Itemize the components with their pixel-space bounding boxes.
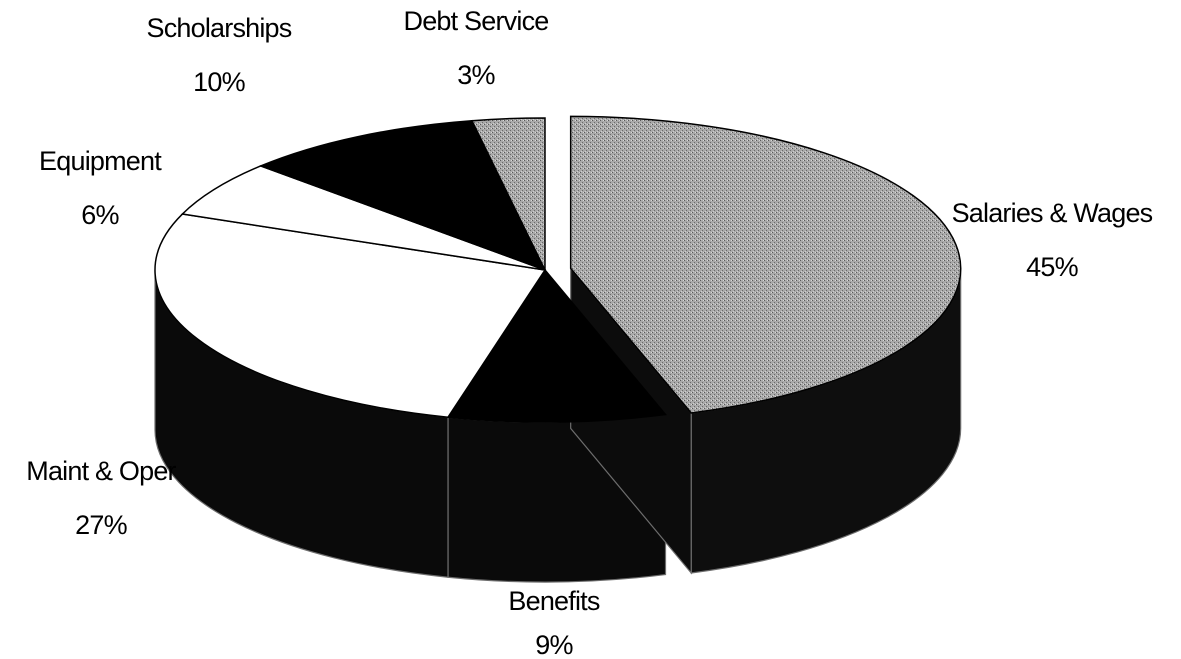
slice-label-scholarships: Scholarships 10%: [147, 13, 293, 97]
slice-label-equipment: Equipment 6%: [39, 146, 163, 230]
pie-slice-maint: [154, 213, 547, 419]
pie-slice-debt: [470, 117, 546, 271]
slice-label-salaries: Salaries & Wages 45%: [952, 198, 1154, 282]
pie-top-faces: [154, 115, 962, 423]
slice-label-maint: Maint & Oper 27%: [26, 456, 177, 540]
slice-label-salaries-name: Salaries & Wages: [952, 198, 1153, 228]
slice-label-maint-pct: 27%: [75, 510, 127, 540]
pie-slice-benefits: [446, 268, 667, 423]
slice-label-benefits-name: Benefits: [508, 586, 599, 616]
slice-label-debt-pct: 3%: [457, 60, 495, 90]
slice-label-debt: Debt Service 3%: [404, 6, 550, 90]
slice-label-equipment-pct: 6%: [81, 200, 119, 230]
pie-slice-salaries: [569, 115, 962, 414]
slice-label-scholarships-pct: 10%: [193, 67, 245, 97]
slice-label-equipment-name: Equipment: [39, 146, 162, 176]
pie-side-walls: [154, 266, 962, 583]
slice-label-benefits-pct: 9%: [535, 630, 573, 659]
slice-label-benefits: Benefits 9%: [508, 586, 600, 659]
pie-slice-equipment: [180, 165, 546, 271]
slice-label-maint-name: Maint & Oper: [26, 456, 176, 486]
slice-label-debt-name: Debt Service: [404, 6, 549, 36]
slice-label-salaries-pct: 45%: [1026, 252, 1078, 282]
pie-slice-scholarships: [258, 119, 547, 272]
slice-label-scholarships-name: Scholarships: [147, 13, 292, 43]
